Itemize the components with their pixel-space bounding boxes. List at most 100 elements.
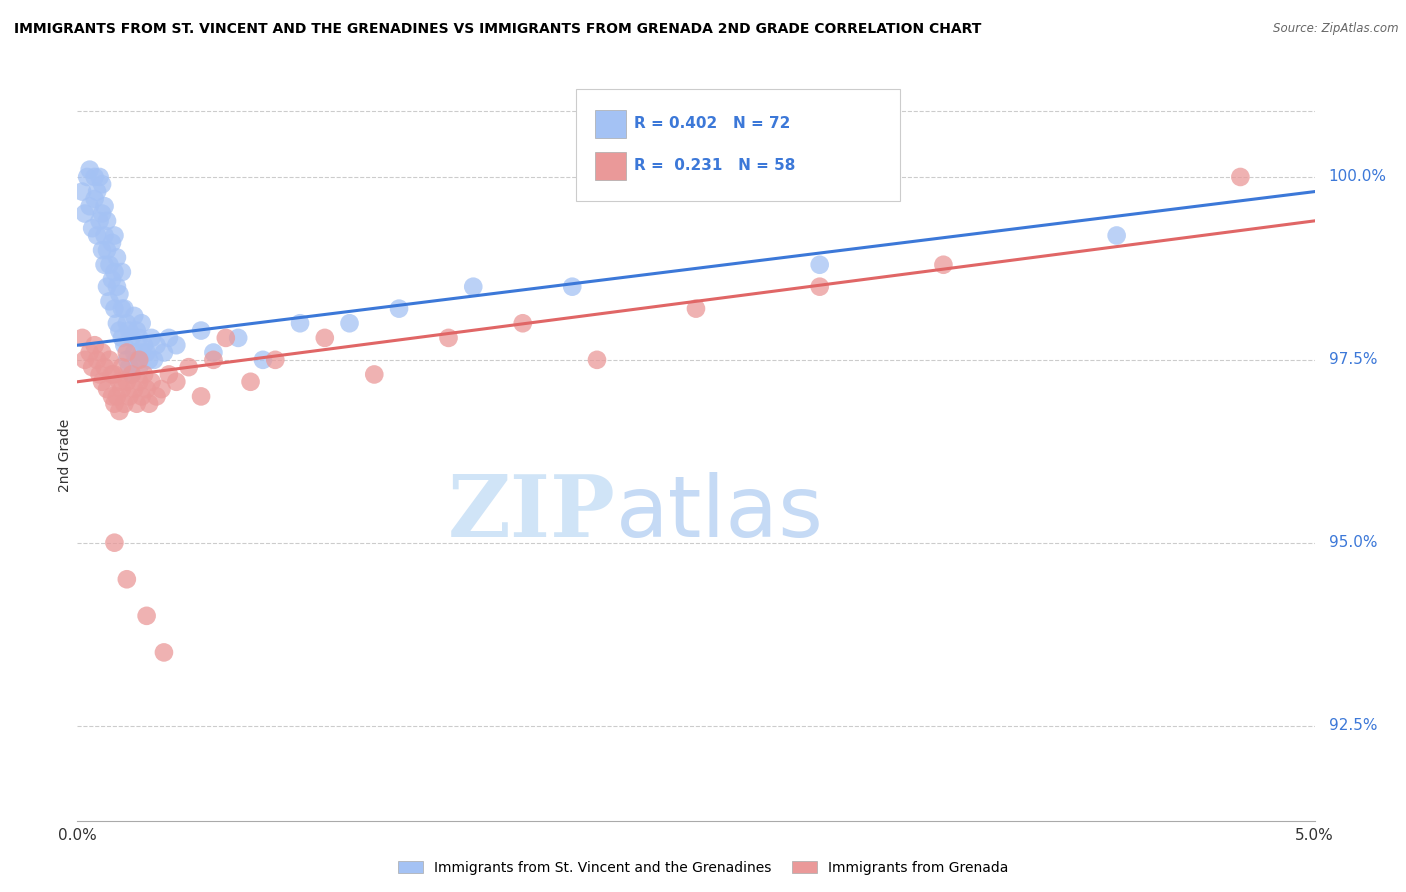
Point [86,185,108,199]
Point [215,331,238,345]
Point [157,331,180,345]
Point [288,316,311,330]
Point [561,279,583,293]
Point [73,352,96,367]
Point [339,316,361,330]
Point [93,228,115,243]
Point [79,199,101,213]
Point [121,331,143,345]
Point [202,345,225,359]
Point [72,185,94,199]
Point [101,235,124,250]
Point [122,309,145,323]
Text: 92.5%: 92.5% [1329,718,1376,733]
Point [252,352,274,367]
Point [118,324,141,338]
Point [103,368,125,382]
Point [76,169,98,184]
Point [122,345,145,359]
Text: Source: ZipAtlas.com: Source: ZipAtlas.com [1274,22,1399,36]
Point [165,375,187,389]
Point [239,375,262,389]
Point [128,360,150,375]
Point [128,352,150,367]
Point [89,368,111,382]
Point [131,389,153,403]
Point [111,331,134,345]
Point [91,206,114,220]
Point [157,368,180,382]
Point [103,301,125,316]
Point [111,301,134,316]
Point [115,572,138,586]
Point [98,352,121,367]
Point [91,243,114,257]
Text: atlas: atlas [616,472,824,555]
Point [108,404,131,418]
Point [202,352,225,367]
Point [83,338,105,352]
Legend: Immigrants from St. Vincent and the Grenadines, Immigrants from Grenada: Immigrants from St. Vincent and the Gren… [392,855,1014,880]
Point [115,316,138,330]
Point [89,214,111,228]
Point [79,345,101,359]
Point [91,375,114,389]
Point [101,368,124,382]
Point [105,316,128,330]
Point [73,206,96,220]
Text: 95.0%: 95.0% [1329,535,1376,550]
Point [134,338,156,352]
Point [388,301,411,316]
Point [131,316,153,330]
Text: R =  0.231   N = 58: R = 0.231 N = 58 [634,159,796,173]
Point [264,352,287,367]
Point [112,301,135,316]
Point [103,228,125,243]
Point [122,382,145,396]
Point [111,265,134,279]
Point [145,389,167,403]
Point [115,345,138,359]
Point [79,162,101,177]
Point [121,368,143,382]
Point [91,345,114,359]
Point [131,345,153,359]
Point [1105,228,1128,243]
Point [138,352,160,367]
Text: 97.5%: 97.5% [1329,352,1376,368]
Point [141,331,163,345]
Point [190,389,212,403]
Point [190,324,212,338]
Point [98,294,121,309]
Point [108,287,131,301]
Point [135,382,157,396]
Text: 100.0%: 100.0% [1329,169,1386,185]
Point [153,645,176,659]
Point [932,258,955,272]
Point [314,331,336,345]
Point [463,279,485,293]
Point [363,368,385,382]
Point [112,397,135,411]
Point [143,352,166,367]
Point [111,360,134,375]
Point [128,375,150,389]
Point [83,169,105,184]
Point [82,221,104,235]
Point [1229,169,1251,184]
Point [105,389,128,403]
Point [141,375,163,389]
Point [96,243,118,257]
Point [121,368,143,382]
Point [72,331,94,345]
Point [150,382,173,396]
Point [118,389,141,403]
Point [138,397,160,411]
Point [89,169,111,184]
Point [115,352,138,367]
Point [103,397,125,411]
Point [101,389,124,403]
Point [128,331,150,345]
Point [135,345,157,359]
Text: IMMIGRANTS FROM ST. VINCENT AND THE GRENADINES VS IMMIGRANTS FROM GRENADA 2ND GR: IMMIGRANTS FROM ST. VINCENT AND THE GREN… [14,22,981,37]
